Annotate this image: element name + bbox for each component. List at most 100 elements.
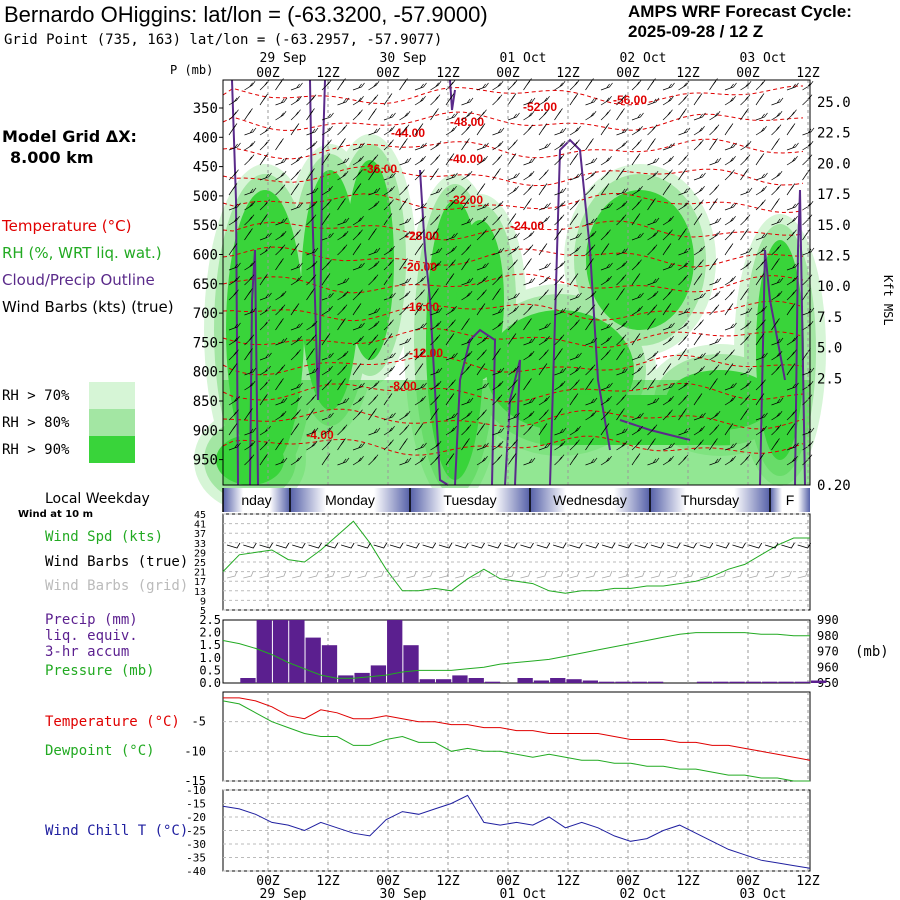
wind-barb [647,170,659,181]
date-tick-bottom: 30 Sep [380,887,427,900]
wind-barb [492,380,504,391]
wind-barb [414,275,426,286]
wind-barb [631,379,642,391]
wind-barb [554,154,565,166]
wind-barb [445,93,455,106]
wind-barb [569,153,579,166]
pressure-tick: 550 [193,218,218,234]
date-tick-top: 01 Oct [500,51,547,66]
wind-barb [647,244,658,256]
wind-barb [244,408,253,421]
wind-barb [337,364,348,376]
wind-barb [461,138,470,151]
wind-barb [631,79,642,91]
wind-barb [786,423,796,436]
wind-barb [383,199,394,211]
legend-rh90: RH > 90% [2,442,70,458]
weekday-band [410,488,530,512]
wind-barb [569,213,579,226]
temperature-contour [222,435,804,456]
wind-barb [616,320,628,331]
height-tick: 15.0 [817,218,851,234]
wind-barb [771,337,784,346]
precip-bar [387,620,403,683]
wind-barb [228,95,240,106]
precip-bar [533,680,550,683]
wind-barb [693,199,704,211]
surface-wind-barb [357,542,371,549]
windchill-tick: -40 [186,865,206,878]
wind-barb [631,232,644,241]
wind-barb [352,109,363,121]
wind-barb [352,142,365,151]
wind-barb [662,155,674,166]
wind-barb [724,275,736,286]
grid-wind-barb [716,570,727,579]
wind-barb [476,202,489,211]
wind-barb [740,228,749,241]
grid-wind-barb [373,570,385,579]
wind-barb [647,397,660,406]
wind-barb [507,93,517,106]
wind-barb [414,243,424,256]
wind-barb [755,412,768,421]
grid-wind-barb [504,570,515,579]
wind-barb [492,367,505,376]
wind-barb [678,94,689,106]
legend-temperature: Temperature (°C) [2,217,132,235]
wind-barb [538,442,551,451]
surface-wind-barb [389,542,404,549]
wind-barb [368,228,377,241]
wind-barb [662,363,672,376]
wind-barb [476,229,487,241]
precip-bar [468,678,484,683]
wind-barb [693,273,703,286]
wind-barb [647,350,659,361]
wind-barb [290,183,300,196]
wind-barb [321,125,333,136]
wind-barb [414,442,427,451]
grid-point-subtitle: Grid Point (735, 163) lat/lon = (-63.295… [4,32,443,48]
pressure-tick-right: 990 [817,613,839,627]
precip-bar [615,681,631,683]
wind-barb [244,80,256,91]
wind-barb [244,307,257,316]
wind-barb [430,140,442,151]
wind-barb [755,245,767,256]
surface-wind-barb [536,542,551,549]
wind-barb [569,79,580,91]
wind-barb [631,305,643,316]
wind-barb [755,112,768,121]
forecast-cycle: AMPS WRF Forecast Cycle: 2025-09-28 / 12… [628,2,852,42]
wind-barb [585,364,596,376]
wind-barb [445,352,458,361]
wind-barb [492,200,504,211]
wind-barb [306,108,315,121]
pressure-tick: 950 [193,453,218,469]
wind-barb [538,335,550,346]
wind-barb [786,215,798,226]
wind-barb [693,213,703,226]
grid-wind-barb [536,570,548,579]
wind-barb [554,214,565,226]
grid-wind-barb [520,570,531,579]
wind-barb [771,277,784,286]
wind-barb [476,442,489,451]
wind-barb [523,277,536,286]
wind-barb [523,318,532,331]
wind-barb [662,82,675,91]
wind-barb [399,337,412,346]
wind-barb [352,155,364,166]
wind-barb [740,168,749,181]
time-tick-top: 12Z [796,66,820,81]
wind-barb [337,304,348,316]
wind-barb [275,230,287,241]
wind-barb [554,440,566,451]
cycle-label: AMPS WRF Forecast Cycle: [628,2,852,21]
height-tick: 10.0 [817,279,851,295]
wind-barb [616,187,629,196]
wind-barb [554,200,566,211]
wind-barb [755,352,768,361]
wind-barb [461,110,473,121]
wind-barb [600,322,613,331]
